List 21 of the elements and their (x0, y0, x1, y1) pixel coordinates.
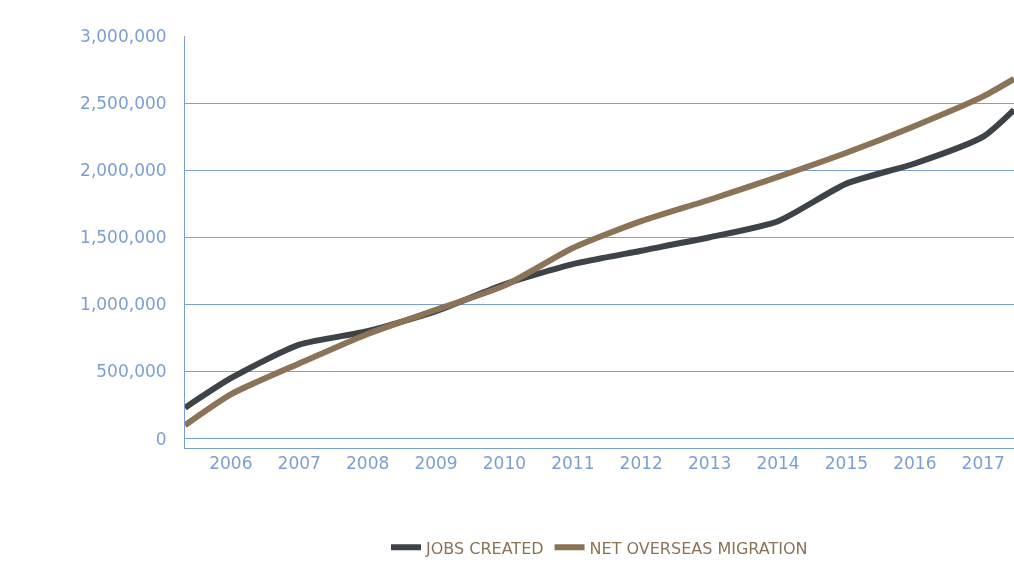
legend-label: JOBS CREATED (425, 538, 544, 558)
y-tick-label: 0 (155, 428, 167, 449)
y-tick-label: 2,500,000 (80, 93, 167, 114)
y-tick-label: 1,500,000 (80, 227, 167, 248)
y-tick-label: 1,000,000 (80, 294, 167, 315)
y-tick-label: 500,000 (96, 361, 167, 382)
legend-label: NET OVERSEAS MIGRATION (589, 538, 808, 558)
x-tick-label: 2008 (346, 453, 390, 474)
x-tick-label: 2009 (414, 453, 458, 474)
y-tick-label: 2,000,000 (80, 160, 167, 181)
x-tick-label: 2014 (756, 453, 800, 474)
x-tick-label: 2013 (687, 453, 732, 474)
x-tick-label: 2006 (209, 453, 253, 474)
x-tick-label: 2010 (482, 453, 527, 474)
x-tick-label: 2011 (551, 453, 595, 474)
y-tick-label: 3,000,000 (80, 25, 167, 46)
x-tick-label: 2012 (619, 453, 663, 474)
x-tick-label: 2017 (961, 453, 1005, 474)
x-tick-label: 2007 (277, 453, 321, 474)
x-tick-label: 2015 (824, 453, 869, 474)
x-tick-label: 2016 (893, 453, 937, 474)
